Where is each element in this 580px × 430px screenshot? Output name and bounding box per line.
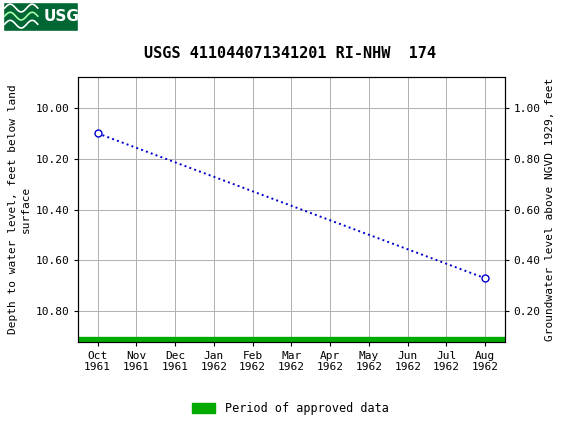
Legend: Period of approved data: Period of approved data bbox=[187, 397, 393, 420]
Text: USGS: USGS bbox=[44, 9, 90, 24]
Bar bbox=[3, 2, 78, 31]
Text: USGS 411044071341201 RI-NHW  174: USGS 411044071341201 RI-NHW 174 bbox=[144, 46, 436, 61]
Y-axis label: Groundwater level above NGVD 1929, feet: Groundwater level above NGVD 1929, feet bbox=[545, 78, 555, 341]
Y-axis label: Depth to water level, feet below land
surface: Depth to water level, feet below land su… bbox=[8, 85, 31, 335]
